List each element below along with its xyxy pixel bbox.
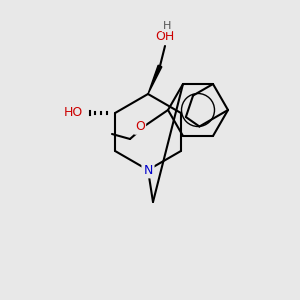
Text: OH: OH xyxy=(155,31,175,44)
Text: N: N xyxy=(143,164,153,176)
Polygon shape xyxy=(148,65,162,94)
Text: O: O xyxy=(135,121,145,134)
Text: H: H xyxy=(163,21,171,31)
Text: HO: HO xyxy=(64,106,83,119)
